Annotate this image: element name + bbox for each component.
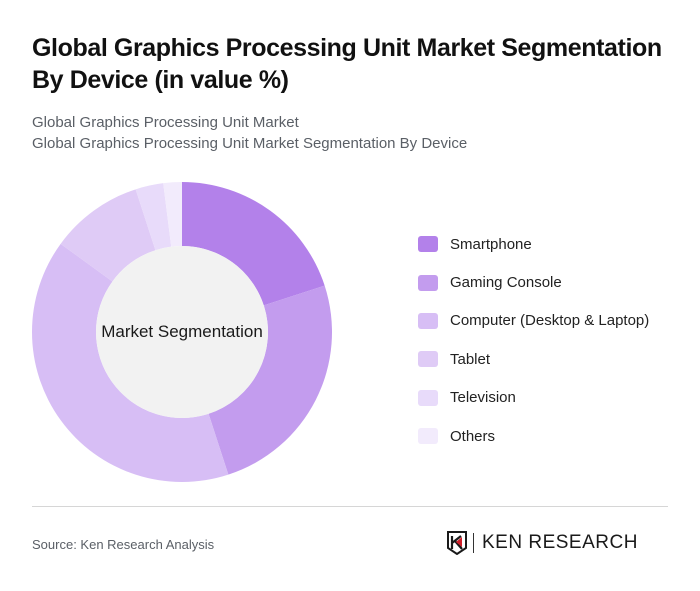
legend-item-tablet[interactable]: Tablet (418, 340, 649, 378)
legend-label: Smartphone (450, 235, 532, 253)
ken-shield-icon (447, 531, 467, 555)
brand-separator (473, 533, 474, 553)
legend-label: Tablet (450, 350, 491, 368)
legend: Smartphone Gaming Console Computer (Desk… (418, 225, 649, 455)
legend-label: Gaming Console (450, 274, 562, 292)
footer-divider (32, 506, 668, 507)
legend-swatch (418, 351, 438, 368)
legend-swatch (418, 389, 438, 406)
subtitle-market: Global Graphics Processing Unit Market (32, 114, 299, 131)
legend-item-gaming-console[interactable]: Gaming Console (418, 263, 649, 301)
legend-label: Television (450, 389, 516, 407)
legend-item-smartphone[interactable]: Smartphone (418, 225, 649, 263)
slice-gaming-console[interactable] (208, 285, 332, 475)
ken-research-logo: KEN RESEARCH (447, 530, 638, 556)
chart-title: Global Graphics Processing Unit Market S… (32, 34, 662, 94)
subtitle-segmentation: Global Graphics Processing Unit Market S… (32, 135, 468, 152)
donut-svg (32, 182, 332, 482)
legend-swatch (418, 428, 438, 445)
legend-swatch (418, 274, 438, 291)
slice-television[interactable] (135, 183, 172, 251)
legend-item-television[interactable]: Television (418, 379, 649, 417)
legend-swatch (418, 236, 438, 253)
legend-swatch (418, 312, 438, 329)
legend-item-computer[interactable]: Computer (Desktop & Laptop) (418, 302, 649, 340)
legend-label: Computer (Desktop & Laptop) (450, 312, 650, 330)
brand-name: KEN RESEARCH (482, 532, 638, 553)
legend-label: Others (450, 427, 496, 445)
legend-item-others[interactable]: Others (418, 417, 649, 455)
slice-smartphone[interactable] (182, 182, 325, 306)
donut-chart: Market Segmentation (32, 182, 332, 482)
slice-others[interactable] (163, 182, 182, 247)
slice-tablet[interactable] (60, 189, 156, 282)
source-text: Source: Ken Research Analysis (32, 537, 215, 552)
donut-hole (96, 246, 268, 418)
slice-computer-desktop-laptop[interactable] (32, 243, 229, 482)
